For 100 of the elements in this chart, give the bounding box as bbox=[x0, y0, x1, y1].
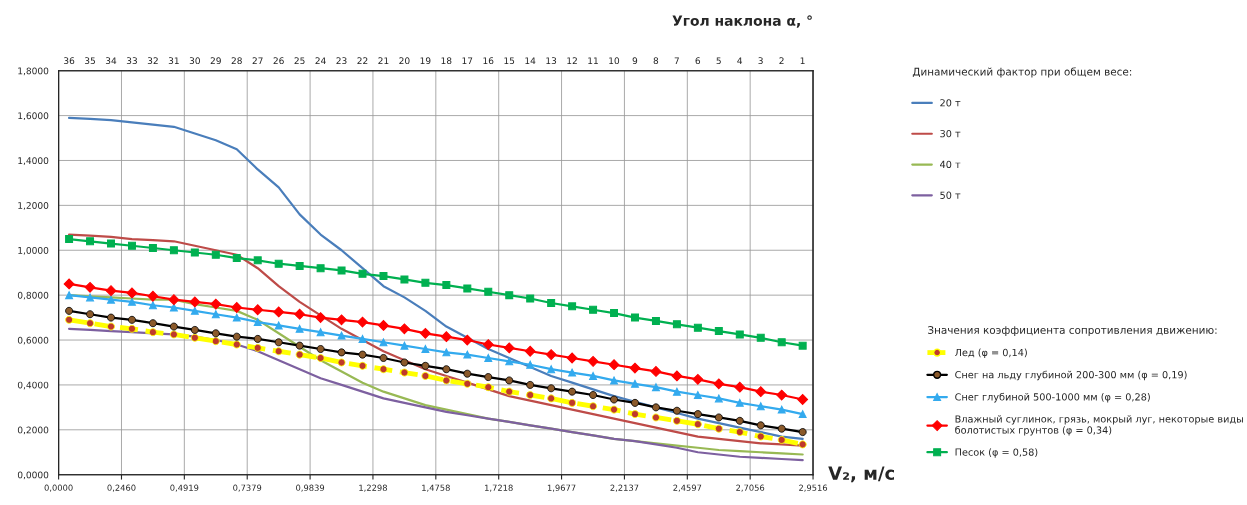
point bbox=[127, 297, 136, 306]
point bbox=[713, 378, 725, 390]
point bbox=[631, 379, 639, 388]
legend-label: 40 т bbox=[940, 160, 961, 169]
point bbox=[189, 296, 201, 308]
x2-tick-label: 22 bbox=[357, 57, 368, 64]
point bbox=[776, 389, 788, 401]
x2-tick-label: 36 bbox=[64, 57, 75, 65]
y-tick-label: 1,2000 bbox=[18, 202, 49, 210]
point bbox=[547, 299, 556, 307]
point bbox=[232, 313, 241, 322]
point bbox=[337, 331, 346, 340]
point bbox=[358, 334, 367, 343]
x2-tick-label: 27 bbox=[252, 57, 263, 64]
x2-tick-label: 34 bbox=[105, 57, 117, 65]
point bbox=[526, 294, 535, 303]
point bbox=[148, 301, 157, 310]
point bbox=[211, 310, 220, 319]
point bbox=[65, 291, 74, 300]
point bbox=[714, 394, 723, 403]
point bbox=[756, 402, 765, 411]
x2-tick-label: 12 bbox=[567, 57, 577, 64]
point bbox=[589, 371, 598, 380]
legend-label: Снег глубиной 500-1000 мм (φ = 0,28) bbox=[955, 392, 1150, 403]
point bbox=[629, 362, 641, 374]
point bbox=[147, 290, 159, 302]
point bbox=[756, 333, 765, 342]
y-tick-label: 1,4000 bbox=[18, 157, 49, 165]
x2-tick-label: 17 bbox=[462, 57, 473, 64]
x2-tick-label: 24 bbox=[315, 57, 326, 64]
point bbox=[545, 349, 557, 361]
legend-title: Динамический фактор при общем весе: bbox=[912, 67, 1132, 78]
point bbox=[127, 241, 136, 250]
point bbox=[672, 320, 681, 329]
point bbox=[400, 275, 409, 284]
point bbox=[211, 250, 220, 259]
x2-tick-label: 30 bbox=[189, 57, 200, 65]
point bbox=[798, 341, 807, 350]
x-tick-label: 1,7218 bbox=[485, 484, 513, 492]
point bbox=[484, 287, 493, 296]
point bbox=[107, 239, 115, 248]
point bbox=[400, 341, 409, 350]
point bbox=[86, 237, 95, 246]
point bbox=[378, 320, 389, 331]
x2-tick-label: 8 bbox=[653, 57, 659, 65]
x-tick-label: 2,7056 bbox=[736, 484, 765, 492]
y-tick-label: 0,0000 bbox=[17, 471, 49, 480]
point bbox=[650, 366, 662, 377]
point bbox=[797, 394, 809, 405]
point bbox=[84, 281, 96, 293]
x2-tick-label: 28 bbox=[231, 57, 242, 65]
point bbox=[148, 244, 157, 252]
point bbox=[274, 259, 283, 268]
point bbox=[421, 345, 430, 353]
point bbox=[107, 295, 115, 304]
x2-tick-label: 18 bbox=[441, 57, 452, 65]
x2-tick-label: 31 bbox=[168, 57, 179, 65]
point bbox=[316, 328, 325, 337]
x-tick-label: 0,2460 bbox=[107, 484, 136, 492]
point bbox=[672, 387, 681, 396]
point bbox=[357, 316, 368, 328]
text: Значения коэффициента сопротивления движению: bbox=[928, 326, 1217, 336]
point bbox=[231, 302, 243, 313]
x2-tick-label: 16 bbox=[483, 57, 494, 65]
x-tick-label: 2,2137 bbox=[610, 484, 639, 492]
point bbox=[210, 298, 222, 310]
x2-tick-label: 21 bbox=[378, 57, 389, 64]
point bbox=[358, 269, 367, 278]
x2-tick-label: 6 bbox=[695, 57, 701, 65]
x2-tick-label: 5 bbox=[716, 57, 721, 65]
x-tick-label: 1,9677 bbox=[547, 484, 576, 492]
y-tick-label: 0,4000 bbox=[17, 381, 49, 390]
legend-label: 50 т bbox=[940, 191, 961, 199]
point bbox=[566, 352, 578, 364]
point bbox=[693, 391, 702, 400]
point bbox=[336, 314, 347, 326]
point bbox=[105, 285, 117, 297]
point bbox=[168, 294, 180, 306]
point bbox=[568, 368, 577, 377]
point bbox=[316, 264, 325, 273]
x2-tick-label: 14 bbox=[525, 57, 536, 64]
x2-tick-label: 25 bbox=[294, 57, 305, 65]
legend-label: Лед (φ = 0,14) bbox=[955, 348, 1027, 359]
point bbox=[294, 308, 306, 320]
y-tick-label: 0,6000 bbox=[17, 336, 49, 345]
point bbox=[651, 383, 660, 392]
x2-tick-label: 13 bbox=[546, 57, 557, 65]
x2-tick-label: 3 bbox=[758, 57, 763, 65]
x2-tick-label: 9 bbox=[632, 57, 638, 65]
point bbox=[232, 254, 241, 263]
point bbox=[295, 324, 304, 333]
point bbox=[734, 381, 746, 393]
legend-label: 30 т bbox=[940, 129, 961, 138]
x2-tick-label: 1 bbox=[800, 57, 805, 64]
x2-tick-label: 26 bbox=[273, 57, 284, 65]
point bbox=[587, 355, 599, 367]
point bbox=[524, 345, 536, 357]
x-axis-title: V₂, м/с bbox=[828, 466, 895, 483]
point bbox=[568, 302, 577, 311]
point bbox=[608, 359, 620, 371]
